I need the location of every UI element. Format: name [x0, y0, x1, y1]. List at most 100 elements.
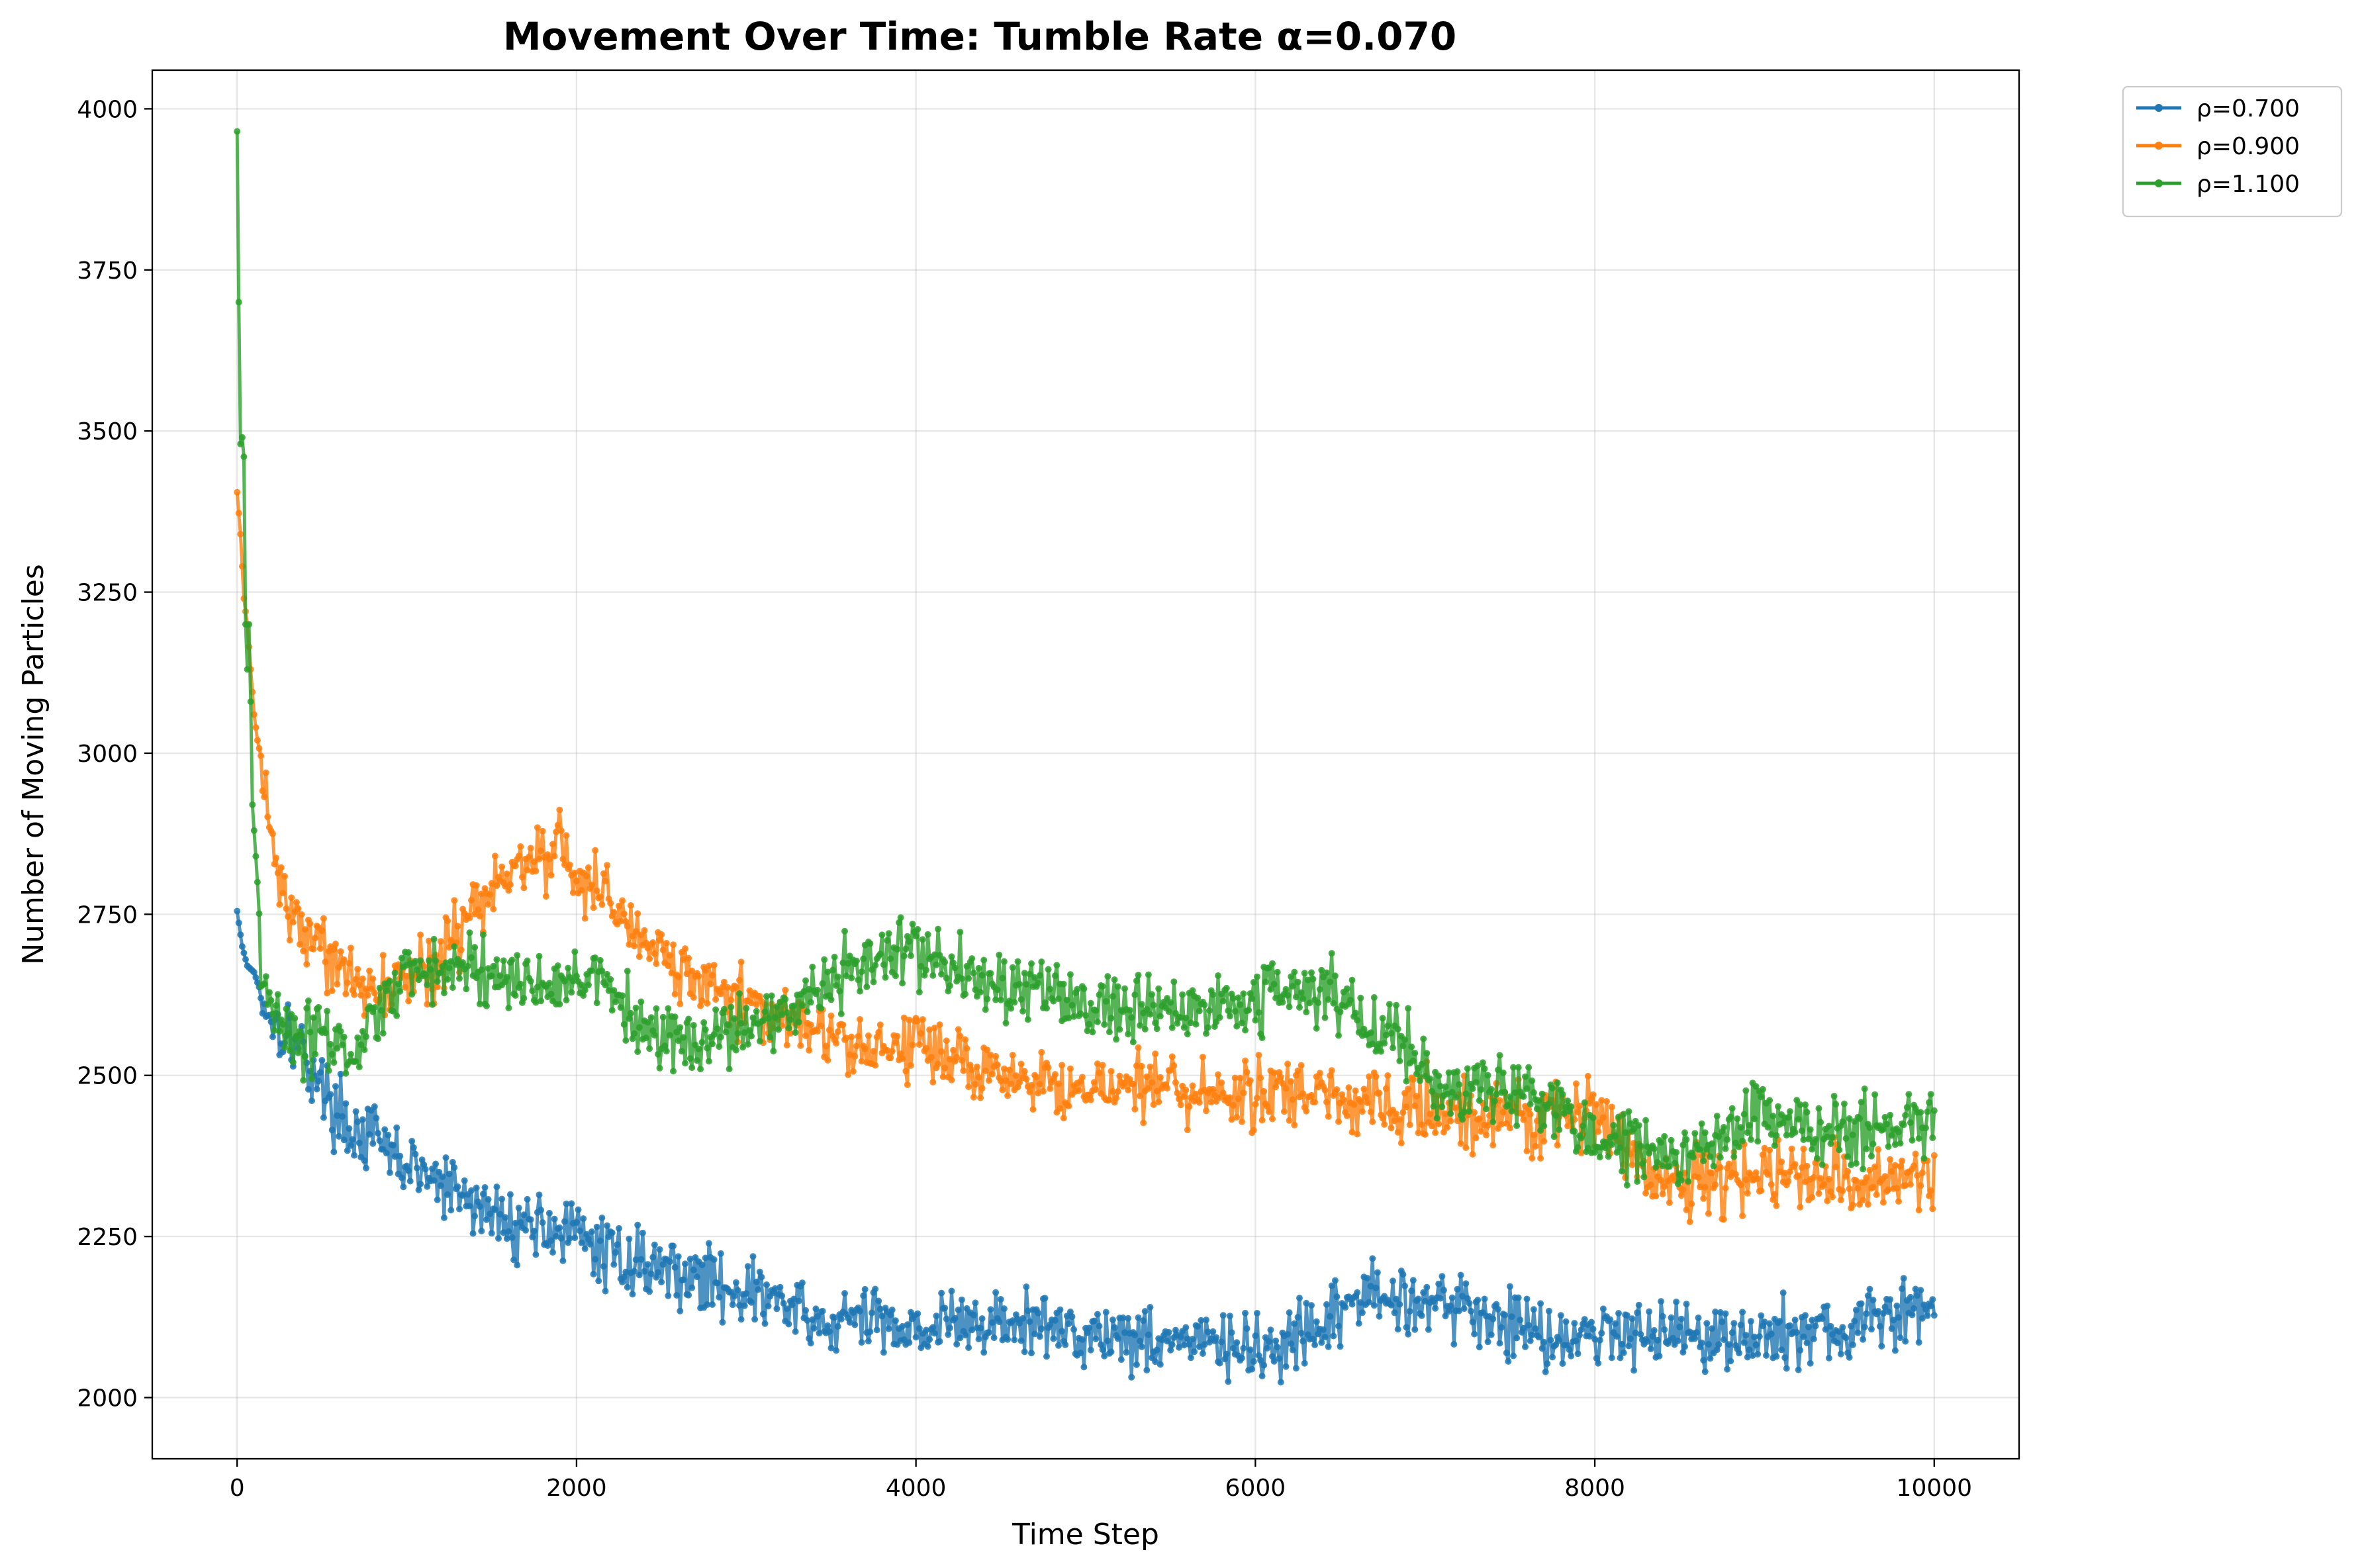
data-point [1793, 1097, 1801, 1104]
data-point [702, 1254, 709, 1262]
data-point [264, 813, 271, 821]
data-point [807, 1340, 814, 1347]
data-point [1265, 1338, 1272, 1345]
data-point [1315, 999, 1322, 1006]
data-point [1249, 995, 1256, 1002]
data-point [1393, 1001, 1400, 1009]
data-point [858, 968, 865, 976]
data-point [790, 1295, 798, 1303]
data-point [1099, 1346, 1106, 1354]
data-point [1206, 1007, 1213, 1014]
data-point [1106, 1097, 1113, 1103]
data-point [644, 1261, 651, 1268]
data-point [1891, 1162, 1899, 1169]
data-point [737, 1316, 745, 1323]
data-point [298, 1032, 305, 1039]
data-point [880, 961, 887, 968]
data-point [792, 1029, 799, 1037]
data-point [1495, 1306, 1501, 1313]
data-point [1810, 1174, 1817, 1181]
data-point [1051, 1316, 1059, 1324]
data-point [1785, 1114, 1792, 1121]
data-point [788, 1301, 796, 1309]
data-point [1121, 985, 1128, 992]
data-point [984, 1046, 991, 1054]
data-point [308, 1075, 315, 1082]
data-point [1147, 1011, 1154, 1018]
data-point [393, 1124, 401, 1131]
data-point [1207, 1099, 1215, 1106]
data-point [1104, 1337, 1111, 1344]
data-point [785, 1025, 792, 1032]
data-point [1409, 1076, 1417, 1083]
data-point [461, 1177, 468, 1184]
data-point [1476, 1115, 1483, 1123]
data-point [1152, 1019, 1159, 1027]
data-point [515, 853, 522, 860]
data-point [1797, 1203, 1804, 1211]
data-point [1331, 972, 1339, 980]
data-point [1394, 1326, 1401, 1333]
data-point [1219, 1089, 1227, 1097]
data-point [1754, 1138, 1762, 1145]
data-point [851, 1052, 859, 1060]
data-point [1697, 1146, 1703, 1153]
data-point [1815, 1190, 1822, 1197]
data-point [538, 847, 545, 854]
data-point [1409, 1277, 1417, 1284]
data-point [1321, 1086, 1329, 1093]
data-point [1707, 1355, 1714, 1362]
data-point [1243, 1325, 1251, 1332]
data-point [1824, 1197, 1831, 1205]
data-point [463, 986, 470, 993]
data-point [671, 1013, 679, 1021]
data-point [1167, 1067, 1174, 1074]
data-point [554, 962, 561, 969]
data-point [1225, 1378, 1232, 1385]
data-point [690, 1022, 697, 1029]
data-point [643, 1035, 649, 1042]
data-point [1445, 1069, 1452, 1076]
data-point [1335, 1032, 1342, 1039]
data-point [271, 860, 278, 868]
data-point [285, 1030, 292, 1037]
data-point [355, 981, 363, 988]
data-point [1840, 1100, 1848, 1107]
data-point [478, 890, 485, 898]
data-point [393, 1012, 401, 1019]
data-point [312, 1050, 319, 1058]
data-point [1691, 1130, 1699, 1137]
data-point [980, 956, 988, 964]
data-point [305, 1085, 312, 1093]
data-point [1920, 1155, 1928, 1162]
data-point [1895, 1198, 1902, 1205]
data-point [1102, 998, 1110, 1005]
data-point [802, 1032, 809, 1039]
data-point [1442, 1083, 1449, 1090]
data-point [884, 1046, 891, 1054]
data-point [1215, 972, 1221, 979]
data-point [1047, 1085, 1054, 1092]
data-point [869, 1309, 875, 1316]
data-point [1627, 1120, 1634, 1127]
data-point [1902, 1112, 1909, 1119]
data-point [1277, 1379, 1284, 1386]
data-point [1325, 1113, 1332, 1120]
data-point [1599, 1114, 1607, 1121]
data-point [1364, 1099, 1371, 1107]
data-point [1411, 1050, 1419, 1056]
data-point [1523, 1295, 1531, 1303]
data-point [688, 1284, 696, 1291]
legend-item: ρ=0.700 [2136, 95, 2300, 122]
data-point [589, 967, 595, 974]
data-point [1688, 1200, 1695, 1207]
data-point [1827, 1188, 1834, 1195]
data-point [653, 1005, 660, 1012]
data-point [857, 1016, 863, 1023]
data-point [235, 510, 242, 517]
data-point [719, 984, 726, 991]
data-point [1057, 1306, 1064, 1313]
data-point [1527, 1101, 1534, 1108]
data-point [1184, 1335, 1191, 1342]
data-point [1131, 1105, 1139, 1113]
